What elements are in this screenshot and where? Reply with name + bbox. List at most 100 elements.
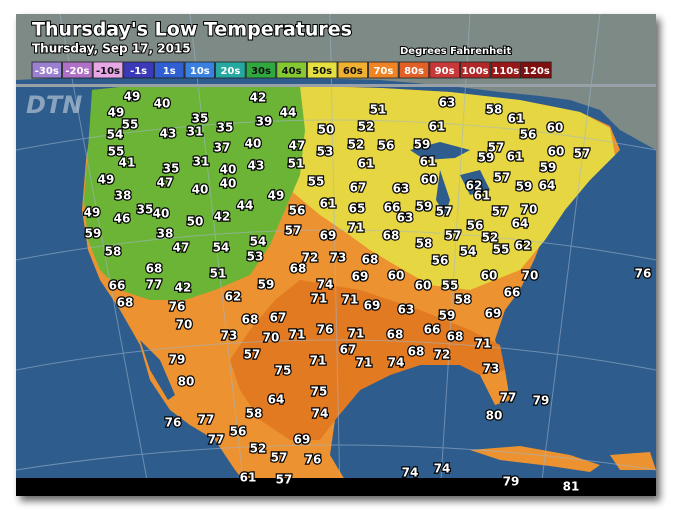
temperature-label: 59 (540, 161, 557, 175)
temperature-label: 58 (486, 103, 503, 117)
temperature-label: 56 (230, 425, 247, 439)
temperature-label: 62 (515, 239, 532, 253)
temperature-label: 71 (475, 337, 492, 351)
temperature-label: 53 (317, 145, 334, 159)
legend-label: 70s (373, 66, 393, 77)
temperature-label: 46 (114, 212, 131, 226)
temperature-label: 57 (494, 171, 511, 185)
legend-label: -10s (96, 66, 120, 77)
temperature-label: 61 (474, 189, 491, 203)
temperature-label: 40 (153, 207, 170, 221)
legend-swatch (429, 61, 460, 79)
temperature-label: 56 (467, 219, 484, 233)
temperature-label: 47 (157, 176, 174, 190)
temperature-label: 73 (330, 251, 347, 265)
temperature-label: 61 (429, 120, 446, 134)
temperature-label: 54 (107, 128, 124, 142)
temperature-label: 61 (240, 471, 257, 485)
temperature-label: 52 (250, 442, 267, 456)
legend-swatch (398, 61, 430, 79)
temperature-label: 77 (500, 391, 517, 405)
temperature-label: 35 (163, 162, 180, 176)
temperature-label: 55 (108, 145, 125, 159)
temperature-label: 53 (247, 250, 264, 264)
temperature-label: 60 (388, 269, 405, 283)
legend-label: -1s (130, 66, 147, 77)
temperature-label: 69 (364, 299, 381, 313)
temperature-label: 47 (289, 139, 306, 153)
temperature-label: 59 (516, 180, 533, 194)
legend-label: 30s (251, 66, 271, 77)
temperature-label: 57 (492, 205, 509, 219)
temperature-label: 49 (268, 189, 285, 203)
temperature-label: 63 (398, 303, 415, 317)
temperature-label: 55 (442, 279, 459, 293)
temperature-label: 60 (547, 121, 564, 135)
legend-swatch (337, 61, 369, 79)
legend-swatch (521, 61, 552, 79)
legend-swatch (276, 61, 307, 79)
legend-label: 100s (462, 66, 489, 77)
temperature-label: 76 (169, 300, 186, 314)
temperature-label: 80 (178, 375, 195, 389)
temperature-label: 74 (317, 278, 334, 292)
lake (436, 170, 450, 215)
temperature-label: 40 (154, 97, 171, 111)
temperature-label: 61 (420, 155, 437, 169)
gulf (140, 340, 175, 400)
temperature-label: 63 (397, 211, 414, 225)
temperature-label: 69 (320, 229, 337, 243)
temperature-label: 59 (414, 138, 431, 152)
temperature-label: 63 (439, 96, 456, 110)
temperature-label: 62 (225, 290, 242, 304)
temperature-label: 52 (348, 138, 365, 152)
temperature-label: 67 (270, 311, 287, 325)
temperature-label: 69 (294, 433, 311, 447)
temperature-label: 57 (488, 141, 505, 155)
temperature-label: 51 (210, 267, 227, 281)
temperature-label: 68 (146, 262, 163, 276)
temperature-label: 65 (349, 202, 366, 216)
temperature-label: 56 (289, 204, 306, 218)
temperature-label: 61 (358, 157, 375, 171)
temperature-label: 49 (108, 106, 125, 120)
lake (460, 170, 490, 195)
temperature-label: 67 (350, 181, 367, 195)
legend-swatch (31, 61, 63, 79)
temperature-label: 40 (192, 183, 209, 197)
temperature-label: 71 (311, 292, 328, 306)
temperature-label: 66 (504, 286, 521, 300)
temperature-label: 51 (288, 157, 305, 171)
temperature-label: 61 (320, 197, 337, 211)
temperature-label: 71 (348, 221, 365, 235)
temperature-label: 50 (318, 123, 335, 137)
temperature-label: 44 (280, 106, 297, 120)
temperature-label: 69 (485, 307, 502, 321)
yellow-zone (285, 86, 615, 290)
temperature-label: 56 (432, 254, 449, 268)
legend-swatch (368, 61, 399, 79)
temperature-label: 76 (317, 323, 334, 337)
temperature-label: 55 (308, 175, 325, 189)
temperature-label: 51 (370, 103, 387, 117)
legend-swatch (153, 61, 185, 79)
temperature-label: 57 (285, 224, 302, 238)
temperature-label: 75 (275, 364, 292, 378)
legend-swatch (92, 61, 124, 79)
legend-label: 10s (190, 66, 210, 77)
temperature-label: 56 (520, 128, 537, 142)
temperature-label: 70 (263, 331, 280, 345)
temperature-label: 67 (340, 343, 357, 357)
temperature-label: 76 (165, 416, 182, 430)
temperature-label: 57 (244, 348, 261, 362)
temperature-label: 40 (220, 163, 237, 177)
temperature-label: 70 (521, 203, 538, 217)
temperature-label: 59 (85, 227, 102, 241)
legend-label: 50s (312, 66, 332, 77)
temperature-label: 69 (352, 270, 369, 284)
temperature-label: 68 (117, 296, 134, 310)
temperature-label: 58 (416, 237, 433, 251)
temperature-label: 31 (193, 155, 210, 169)
temperature-label: 71 (289, 328, 306, 342)
temperature-label: 71 (310, 354, 327, 368)
